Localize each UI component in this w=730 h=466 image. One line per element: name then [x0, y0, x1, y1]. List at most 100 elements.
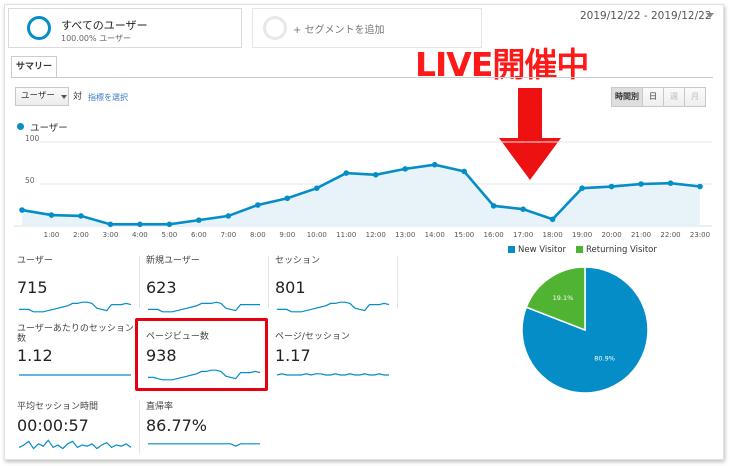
x-tick-label: 12:00: [366, 231, 386, 239]
sparkline-path: [277, 301, 390, 313]
metric-label: セッション: [275, 256, 321, 266]
data-point[interactable]: [608, 183, 615, 190]
metric-label: 平均セッション時間: [17, 402, 99, 412]
series-legend-dot: [17, 123, 24, 130]
sparkline-path: [18, 439, 132, 450]
sparkline: [19, 374, 131, 376]
legend-swatch: [508, 246, 515, 253]
y-tick-label: 100: [25, 134, 40, 143]
pie-legend-label: New Visitor: [518, 245, 567, 255]
x-tick-label: 5:00: [162, 231, 178, 239]
data-point[interactable]: [490, 203, 497, 209]
x-tick-label: 3:00: [103, 231, 119, 239]
sparkline: [277, 301, 390, 313]
sparkline: [19, 301, 132, 313]
metric-label: ユーザー: [17, 256, 53, 266]
metric-tile-bounce-rate[interactable]: 直帰率 86.77%: [146, 402, 270, 453]
metric-dropdown[interactable]: ユーザー: [15, 87, 69, 106]
x-tick-label: 19:00: [572, 231, 592, 239]
metric-tile-sessions-per-user[interactable]: ユーザーあたりのセッション数 1.12: [17, 324, 141, 383]
segment-title: すべてのユーザー: [61, 19, 148, 32]
data-point[interactable]: [225, 213, 232, 219]
sparkline: [148, 369, 261, 381]
segment-empty-circle-icon: [263, 16, 287, 40]
metric-label: ユーザーあたりのセッション数: [17, 324, 134, 344]
x-tick-label: 11:00: [336, 231, 356, 239]
metric-value: 801: [275, 278, 306, 297]
chevron-down-icon: [61, 95, 67, 99]
data-point[interactable]: [520, 206, 526, 212]
data-point[interactable]: [284, 195, 291, 202]
x-tick-label: 16:00: [484, 231, 504, 239]
x-tick-label: 8:00: [250, 231, 266, 239]
area-fill: [22, 164, 700, 226]
period-hourly-button[interactable]: 時間別: [611, 87, 643, 107]
metric-tile-pageviews[interactable]: ページビュー数 938: [146, 332, 270, 383]
data-point[interactable]: [255, 202, 261, 208]
data-point[interactable]: [48, 212, 55, 218]
series-line: [21, 163, 701, 226]
add-segment-button[interactable]: + セグメントを追加: [252, 8, 482, 48]
data-point[interactable]: [313, 185, 320, 191]
pie-legend-returning: Returning Visitor: [576, 245, 657, 255]
pie-legend-new: New Visitor: [508, 245, 566, 255]
tile-divider: [139, 400, 140, 454]
period-month-button[interactable]: 月: [684, 87, 706, 107]
data-point[interactable]: [78, 213, 84, 219]
metric-tile-sessions[interactable]: セッション 801: [275, 256, 399, 315]
sparkline-path: [276, 373, 389, 376]
data-point[interactable]: [166, 221, 173, 228]
period-day-button[interactable]: 日: [642, 87, 664, 107]
x-tick-label: 1:00: [44, 231, 60, 239]
data-point[interactable]: [579, 185, 585, 191]
x-tick-label: 22:00: [660, 231, 680, 239]
tab-summary[interactable]: サマリー: [11, 56, 57, 78]
y-tick-label: 50: [25, 176, 35, 185]
tile-divider: [268, 256, 269, 308]
data-point[interactable]: [107, 221, 114, 228]
x-tick-label: 6:00: [191, 231, 207, 239]
data-point[interactable]: [549, 216, 556, 223]
metric-tile-pages-per-session[interactable]: ページ/セッション 1.17: [275, 332, 399, 383]
data-point[interactable]: [19, 207, 25, 213]
pie-slice-returning-visitor[interactable]: [525, 266, 586, 332]
segment-all-users[interactable]: すべてのユーザー 100.00% ユーザー: [8, 8, 242, 48]
metric-tile-avg-session-duration[interactable]: 平均セッション時間 00:00:57: [17, 402, 141, 453]
chevron-down-icon[interactable]: [706, 13, 714, 18]
legend-swatch: [576, 246, 583, 253]
pageviews-highlight-box: [135, 318, 268, 391]
period-toggle: 時間別 日 週 月: [611, 87, 706, 107]
x-tick-label: 2:00: [73, 231, 89, 239]
x-tick-label: 4:00: [132, 231, 148, 239]
data-point[interactable]: [638, 181, 644, 187]
data-point[interactable]: [402, 166, 409, 172]
visitor-pie-chart: 80.9% 19.1%: [521, 266, 649, 394]
sparkline-path: [148, 443, 260, 447]
data-point[interactable]: [343, 170, 350, 176]
data-point[interactable]: [667, 180, 674, 186]
metric-tile-users[interactable]: ユーザー 715: [17, 256, 141, 315]
x-tick-label: 7:00: [220, 231, 236, 239]
data-point[interactable]: [372, 171, 379, 178]
tab-divider: [11, 77, 713, 78]
x-tick-label: 9:00: [279, 231, 295, 239]
segment-subtitle: 100.00% ユーザー: [61, 34, 131, 43]
data-point[interactable]: [196, 217, 202, 223]
sparkline: [276, 373, 389, 376]
sparkline-path: [19, 301, 132, 313]
live-overlay-title: LIVE開催中: [415, 45, 589, 84]
data-point[interactable]: [431, 161, 438, 168]
metric-label: ページ/セッション: [275, 332, 350, 342]
tile-divider: [397, 256, 398, 308]
metric-tile-new-users[interactable]: 新規ユーザー 623: [146, 256, 270, 315]
x-tick-label: 10:00: [307, 231, 327, 239]
data-point[interactable]: [697, 183, 703, 190]
series-legend-label: ユーザー: [30, 123, 68, 134]
date-range-picker[interactable]: 2019/12/22 - 2019/12/22: [580, 10, 712, 22]
select-metric-link[interactable]: 指標を選択: [88, 93, 128, 102]
data-point[interactable]: [137, 221, 143, 228]
add-segment-label: + セグメントを追加: [293, 25, 385, 36]
data-point[interactable]: [461, 168, 467, 175]
metric-value: 623: [146, 278, 177, 297]
period-week-button[interactable]: 週: [663, 87, 685, 107]
